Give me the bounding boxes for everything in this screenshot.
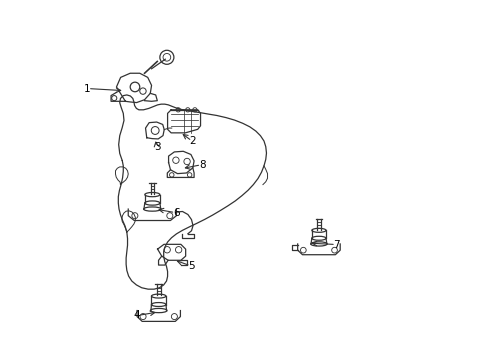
Text: 2: 2 — [189, 136, 196, 146]
Text: 7: 7 — [333, 239, 340, 249]
Text: 1: 1 — [83, 84, 90, 94]
Text: 5: 5 — [188, 261, 195, 271]
Text: 3: 3 — [154, 143, 161, 152]
Text: 4: 4 — [134, 310, 140, 320]
Text: 6: 6 — [173, 208, 179, 217]
Text: 8: 8 — [199, 160, 205, 170]
